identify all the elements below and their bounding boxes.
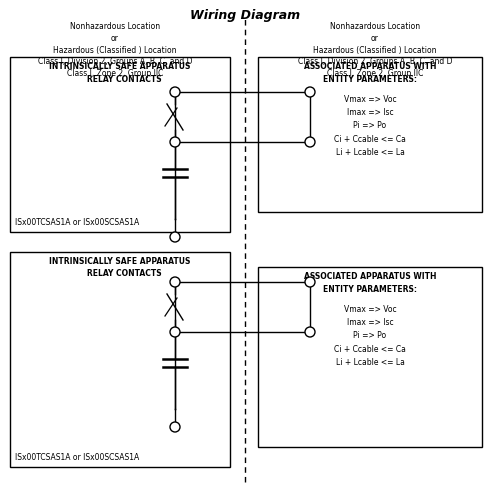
Text: ASSOCIATED APPARATUS WITH
ENTITY PARAMETERS:: ASSOCIATED APPARATUS WITH ENTITY PARAMET…	[304, 62, 436, 83]
Circle shape	[305, 137, 315, 147]
Circle shape	[305, 277, 315, 287]
Text: Nonhazardous Location
or
Hazardous (Classified ) Location
Class I, Division 2, G: Nonhazardous Location or Hazardous (Clas…	[298, 22, 452, 78]
Text: Nonhazardous Location
or
Hazardous (Classified ) Location
Class I, Division 2, G: Nonhazardous Location or Hazardous (Clas…	[38, 22, 192, 78]
Text: ISx00TCSAS1A or ISx00SCSAS1A: ISx00TCSAS1A or ISx00SCSAS1A	[15, 453, 139, 462]
Text: Vmax => Voc
Imax => Isc
Pi => Po
Ci + Ccable <= Ca
Li + Lcable <= La: Vmax => Voc Imax => Isc Pi => Po Ci + Cc…	[334, 305, 406, 367]
Circle shape	[305, 87, 315, 97]
Bar	[10, 252, 230, 467]
Circle shape	[170, 327, 180, 337]
Circle shape	[305, 327, 315, 337]
Text: Vmax => Voc
Imax => Isc
Pi => Po
Ci + Ccable <= Ca
Li + Lcable <= La: Vmax => Voc Imax => Isc Pi => Po Ci + Cc…	[334, 95, 406, 157]
Bar	[10, 57, 230, 232]
Circle shape	[170, 137, 180, 147]
Circle shape	[170, 277, 180, 287]
Text: INTRINSICALLY SAFE APPARATUS
   RELAY CONTACTS: INTRINSICALLY SAFE APPARATUS RELAY CONTA…	[49, 257, 191, 279]
Text: ISx00TCSAS1A or ISx00SCSAS1A: ISx00TCSAS1A or ISx00SCSAS1A	[15, 218, 139, 227]
Circle shape	[170, 87, 180, 97]
Text: ASSOCIATED APPARATUS WITH
ENTITY PARAMETERS:: ASSOCIATED APPARATUS WITH ENTITY PARAMET…	[304, 272, 436, 294]
Text: INTRINSICALLY SAFE APPARATUS
   RELAY CONTACTS: INTRINSICALLY SAFE APPARATUS RELAY CONTA…	[49, 62, 191, 83]
Text: Wiring Diagram: Wiring Diagram	[190, 9, 300, 22]
Circle shape	[170, 422, 180, 432]
Bar	[258, 57, 482, 212]
Bar	[258, 267, 482, 447]
Circle shape	[170, 232, 180, 242]
